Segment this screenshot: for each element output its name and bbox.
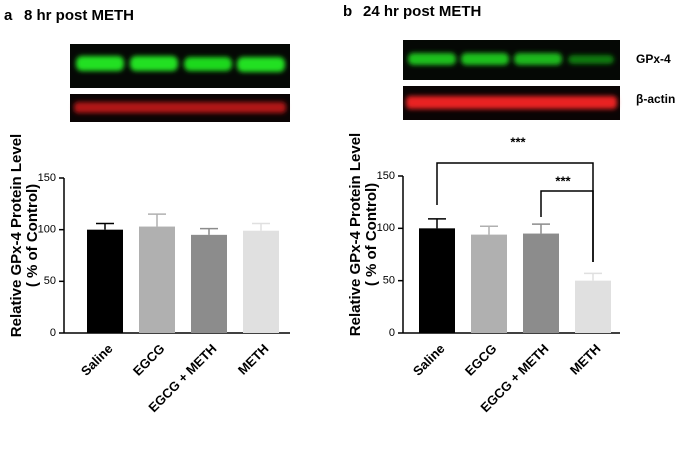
error-bar bbox=[200, 227, 218, 235]
y-axis-label: ( % of Control) bbox=[363, 183, 380, 286]
x-tick-label: EGCG bbox=[462, 341, 500, 379]
error-bar bbox=[428, 218, 446, 229]
bar bbox=[523, 233, 559, 333]
x-tick-label: Saline bbox=[410, 341, 448, 379]
blot-label: GPx-4 bbox=[636, 52, 671, 66]
y-axis-label: Relative GPx-4 Protein Level bbox=[347, 133, 364, 336]
bar bbox=[243, 230, 279, 333]
chart-title: 24 hr post METH bbox=[363, 3, 481, 20]
bar bbox=[471, 234, 507, 333]
blot-label: β-actin bbox=[636, 92, 675, 106]
significance-label: *** bbox=[555, 173, 571, 188]
panel-label: a bbox=[4, 7, 13, 24]
panel-label: b bbox=[343, 3, 352, 20]
y-axis-label: ( % of Control) bbox=[24, 184, 41, 287]
significance-bracket bbox=[540, 190, 594, 262]
bar bbox=[87, 229, 123, 333]
error-bar bbox=[480, 225, 498, 235]
significance-label: *** bbox=[510, 134, 526, 149]
y-tick-label: 50 bbox=[383, 275, 395, 287]
blots-b bbox=[403, 40, 620, 120]
blots-a bbox=[70, 44, 290, 122]
error-bar bbox=[252, 222, 270, 231]
x-tick-label: Saline bbox=[78, 341, 116, 379]
x-tick-label: METH bbox=[235, 341, 272, 378]
y-tick-label: 100 bbox=[377, 222, 395, 234]
error-bar bbox=[96, 222, 114, 230]
bar bbox=[419, 228, 455, 333]
y-tick-label: 50 bbox=[44, 275, 56, 287]
y-tick-label: 150 bbox=[377, 170, 395, 182]
bar bbox=[139, 226, 175, 333]
error-bar bbox=[532, 223, 550, 234]
x-tick-label: EGCG bbox=[130, 341, 168, 379]
y-axis-label: Relative GPx-4 Protein Level bbox=[8, 134, 25, 337]
error-bar bbox=[148, 213, 166, 227]
x-tick-label: METH bbox=[567, 341, 604, 378]
y-tick-label: 0 bbox=[50, 327, 56, 339]
y-tick-label: 150 bbox=[38, 172, 56, 184]
bar bbox=[575, 280, 611, 333]
chart-title: 8 hr post METH bbox=[24, 7, 134, 24]
error-bar bbox=[584, 272, 602, 281]
y-tick-label: 0 bbox=[389, 327, 395, 339]
bar bbox=[191, 234, 227, 333]
y-tick-label: 100 bbox=[38, 224, 56, 236]
